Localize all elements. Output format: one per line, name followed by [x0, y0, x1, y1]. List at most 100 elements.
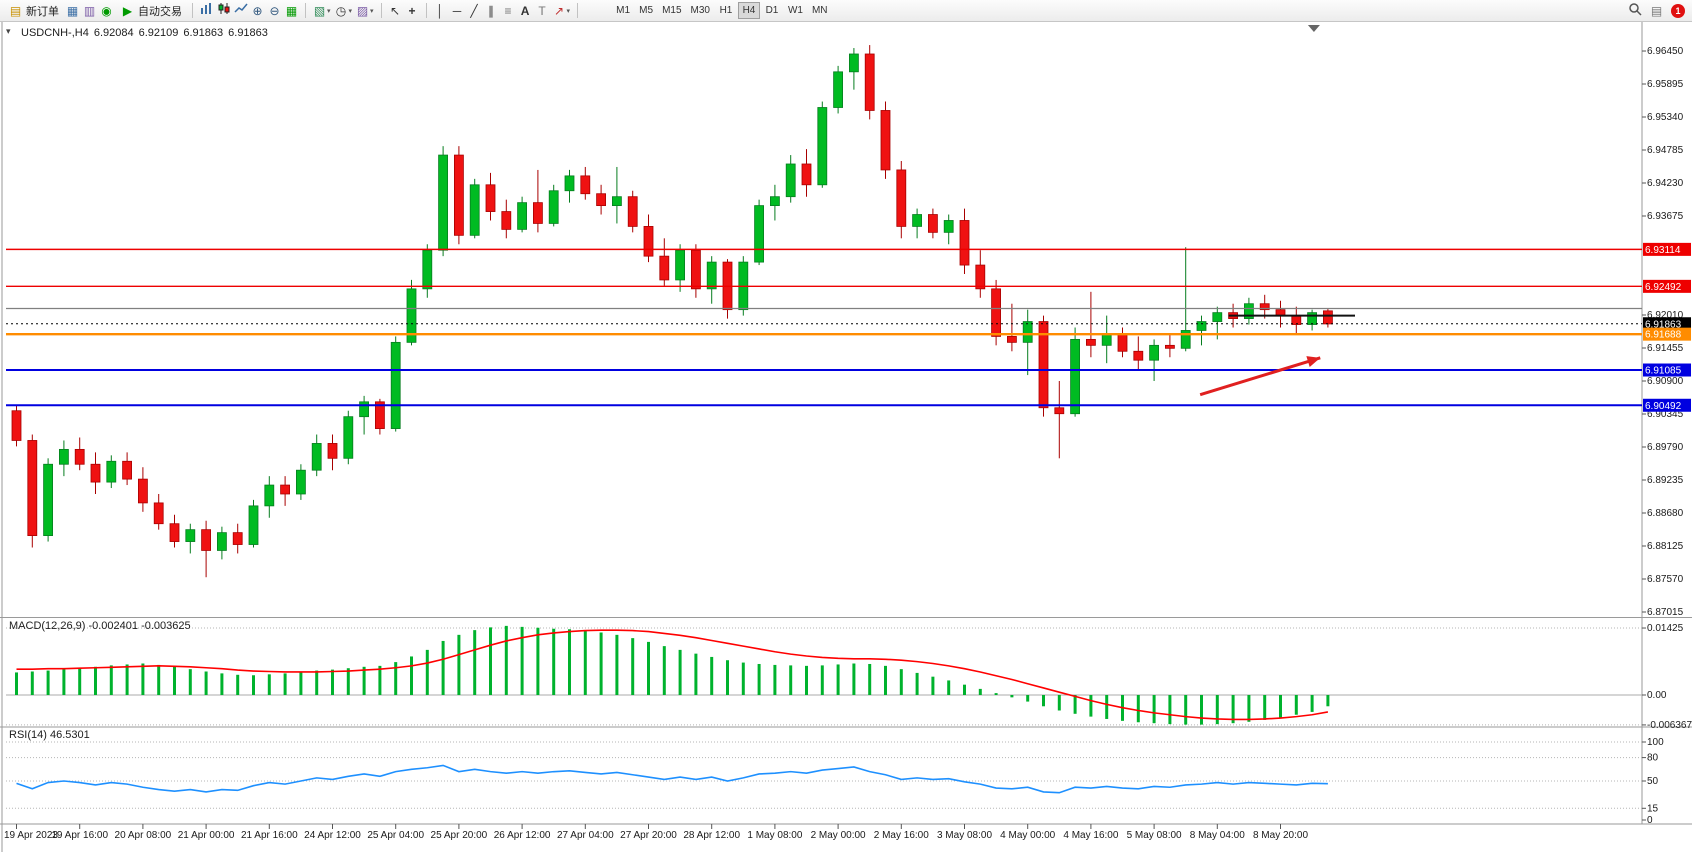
svg-text:0.01425: 0.01425 [1647, 623, 1684, 634]
svg-text:0: 0 [1647, 815, 1653, 826]
indicators-icon[interactable]: ▧ [313, 3, 326, 18]
toolbar-separator [305, 3, 306, 18]
toolbar-separator [425, 3, 427, 18]
chart-close-value: 6.91863 [228, 27, 268, 39]
svg-text:50: 50 [1647, 776, 1659, 787]
periods-caret-icon[interactable]: ▾ [348, 7, 353, 15]
templates-icon[interactable]: ▨ [356, 3, 369, 18]
news-icon[interactable]: ▤ [1650, 3, 1663, 18]
svg-text:5 May 08:00: 5 May 08:00 [1127, 830, 1182, 841]
refresh-icon[interactable]: ◉ [101, 3, 112, 18]
auto-trading-button[interactable]: ▶ 自动交易 [116, 2, 186, 20]
svg-text:6.91863: 6.91863 [1645, 319, 1682, 330]
svg-text:24 Apr 12:00: 24 Apr 12:00 [304, 830, 361, 841]
svg-text:21 Apr 16:00: 21 Apr 16:00 [241, 830, 298, 841]
timeframe-button-m30[interactable]: M30 [687, 2, 714, 19]
text-tool-icon[interactable]: A [520, 3, 530, 18]
arrows-tool-icon[interactable]: ↗ [554, 3, 565, 18]
svg-text:4 May 00:00: 4 May 00:00 [1000, 830, 1055, 841]
zoom-out-icon[interactable]: ⊖ [269, 3, 280, 18]
timeframe-button-m1[interactable]: M1 [612, 2, 634, 19]
periods-icon[interactable]: ◷ [335, 3, 347, 18]
svg-text:6.91688: 6.91688 [1645, 330, 1682, 341]
svg-text:19 Apr 16:00: 19 Apr 16:00 [51, 830, 108, 841]
chart-title: USDCNH-,H4 6.92084 6.92109 6.91863 6.91863 [21, 27, 273, 39]
chart-high-value: 6.92109 [138, 27, 179, 39]
fibonacci-tool-icon[interactable]: ≡ [504, 3, 512, 18]
svg-text:6.93675: 6.93675 [1647, 211, 1684, 222]
svg-text:6.88125: 6.88125 [1647, 541, 1684, 552]
new-order-icon: ▤ [9, 3, 22, 18]
svg-text:6.92492: 6.92492 [1645, 282, 1682, 293]
rsi-indicator-label: RSI(14) 46.5301 [9, 729, 90, 741]
svg-text:1 May 08:00: 1 May 08:00 [747, 830, 802, 841]
timeframe-button-h1[interactable]: H1 [715, 2, 737, 19]
one-click-trading-toggle[interactable]: ▾ [6, 26, 11, 36]
svg-text:27 Apr 20:00: 27 Apr 20:00 [620, 830, 677, 841]
chart-low-value: 6.91863 [183, 27, 224, 39]
svg-text:15: 15 [1647, 803, 1659, 814]
timeframe-button-m5[interactable]: M5 [635, 2, 657, 19]
svg-text:6.90345: 6.90345 [1647, 409, 1684, 420]
timeframe-button-d1[interactable]: D1 [761, 2, 783, 19]
svg-text:8 May 04:00: 8 May 04:00 [1190, 830, 1245, 841]
arrows-caret-icon[interactable]: ▾ [566, 7, 571, 15]
toolbar-separator [577, 3, 579, 18]
svg-text:80: 80 [1647, 753, 1659, 764]
svg-text:6.87015: 6.87015 [1647, 607, 1684, 618]
svg-text:6.95340: 6.95340 [1647, 112, 1684, 123]
search-icon[interactable] [1627, 2, 1642, 20]
text-label-tool-icon[interactable]: T [538, 3, 546, 18]
svg-text:6.88680: 6.88680 [1647, 508, 1684, 519]
svg-text:6.95895: 6.95895 [1647, 79, 1684, 90]
crosshair-icon[interactable]: + [408, 3, 416, 18]
svg-text:6.90900: 6.90900 [1647, 376, 1684, 387]
svg-text:6.91455: 6.91455 [1647, 343, 1684, 354]
svg-text:28 Apr 12:00: 28 Apr 12:00 [683, 830, 740, 841]
charts-icon[interactable]: ▦ [66, 3, 79, 18]
svg-text:27 Apr 04:00: 27 Apr 04:00 [557, 830, 614, 841]
svg-text:100: 100 [1647, 737, 1664, 748]
templates-caret-icon[interactable]: ▾ [370, 7, 374, 15]
channel-tool-icon[interactable]: ∥ [488, 3, 495, 18]
timeframe-button-h4[interactable]: H4 [737, 2, 760, 19]
svg-text:6.96450: 6.96450 [1647, 46, 1684, 57]
notification-badge[interactable]: 1 [1671, 3, 1685, 18]
trendline-tool-icon[interactable]: ╱ [470, 3, 478, 18]
svg-text:6.93114: 6.93114 [1645, 245, 1681, 256]
svg-text:6.94785: 6.94785 [1647, 145, 1684, 156]
svg-text:25 Apr 20:00: 25 Apr 20:00 [431, 830, 488, 841]
auto-trading-icon: ▶ [122, 3, 133, 18]
svg-text:6.91085: 6.91085 [1645, 366, 1682, 377]
profiles-icon[interactable]: ▥ [83, 3, 96, 18]
svg-text:26 Apr 12:00: 26 Apr 12:00 [494, 830, 551, 841]
svg-text:6.87570: 6.87570 [1647, 574, 1684, 585]
candlestick-chart-icon[interactable] [216, 2, 231, 19]
horizontal-line-tool-icon[interactable]: ─ [452, 3, 462, 18]
chart-symbol-period: USDCNH-,H4 [21, 27, 89, 39]
zoom-in-icon[interactable]: ⊕ [252, 3, 263, 18]
line-chart-icon[interactable] [233, 2, 248, 19]
timeframe-button-w1[interactable]: W1 [784, 2, 807, 19]
svg-text:6.90492: 6.90492 [1645, 401, 1682, 412]
cursor-icon[interactable]: ↖ [390, 3, 401, 18]
timeframe-button-mn[interactable]: MN [808, 2, 832, 19]
timeframe-button-m15[interactable]: M15 [658, 2, 685, 19]
svg-text:6.94230: 6.94230 [1647, 178, 1684, 189]
svg-text:6.89790: 6.89790 [1647, 442, 1684, 453]
vertical-line-tool-icon[interactable]: │ [436, 3, 444, 18]
indicators-caret-icon[interactable]: ▾ [327, 7, 331, 15]
tile-windows-icon[interactable]: ▦ [285, 3, 298, 18]
svg-text:-0.006367: -0.006367 [1647, 720, 1692, 731]
svg-text:6.89235: 6.89235 [1647, 475, 1684, 486]
timeframe-toolbar: M1 M5 M15 M30 H1 H4 D1 W1 MN [612, 2, 831, 19]
toolbar-right-group: ▤ 1 [1627, 2, 1688, 20]
svg-text:21 Apr 00:00: 21 Apr 00:00 [178, 830, 235, 841]
svg-text:8 May 20:00: 8 May 20:00 [1253, 830, 1308, 841]
new-order-button[interactable]: ▤ 新订单 [4, 2, 63, 20]
toolbar-separator [380, 3, 382, 18]
svg-text:20 Apr 08:00: 20 Apr 08:00 [115, 830, 172, 841]
bar-chart-icon[interactable] [199, 2, 214, 19]
